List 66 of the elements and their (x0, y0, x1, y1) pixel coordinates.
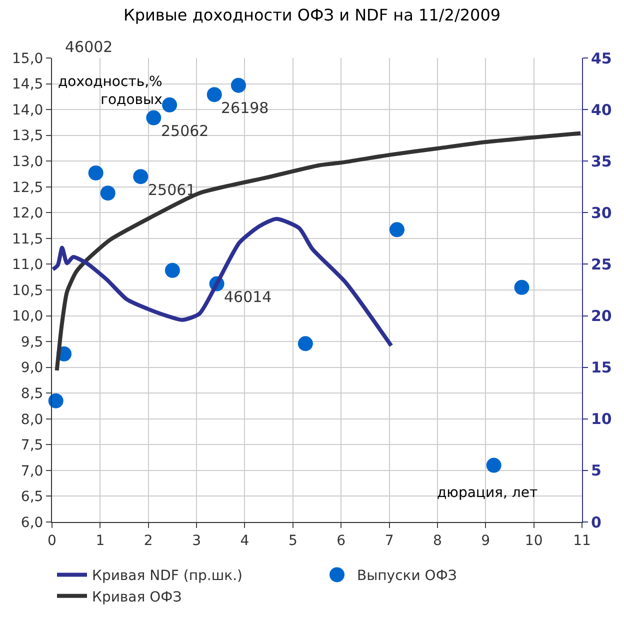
y2-tick-label: 25 (591, 255, 612, 274)
y2-tick-label: 40 (591, 100, 612, 119)
y-tick-label: 6,0 (20, 514, 44, 531)
point (164, 262, 180, 278)
y2-tick-label: 15 (591, 358, 612, 377)
y2-tick-label: 10 (591, 410, 612, 428)
y-tick-label: 9,0 (20, 360, 44, 376)
point (298, 336, 313, 352)
chart-title: Кривые доходности ОФЗ и NDF на 11/2/2009 (123, 6, 501, 25)
point (88, 165, 104, 180)
legend-label: Кривая NDF (пр.шк.) (92, 568, 243, 584)
x-axis-title: дюрация, лет (437, 485, 538, 501)
point (48, 393, 64, 408)
y2-tick-label: 20 (591, 307, 612, 326)
y2-tick-label: 45 (591, 49, 612, 68)
point (230, 78, 246, 93)
point (146, 110, 162, 126)
y2-tick-label: 0 (591, 513, 602, 532)
point (486, 458, 502, 473)
y-tick-label: 11,5 (12, 231, 44, 248)
y-tick-label: 10,5 (12, 282, 44, 299)
text: 46002 (65, 38, 113, 56)
legend-label: Кривая ОФЗ (92, 589, 182, 606)
point (206, 87, 222, 102)
annotation: 26198 (221, 99, 269, 117)
x-tick-label: 5 (288, 532, 298, 549)
annotation: 46014 (224, 288, 272, 306)
x-tick-label: 3 (192, 532, 202, 549)
x-tick-label: 6 (336, 532, 346, 549)
y-tick-label: 12,0 (12, 206, 44, 222)
y-tick-label: 8,0 (20, 412, 44, 428)
y-tick-label: 6,5 (20, 489, 44, 506)
x-tick-label: 0 (48, 532, 56, 549)
y-tick-label: 7,0 (20, 463, 44, 480)
y-tick-label: 9,5 (20, 334, 44, 350)
point (133, 169, 148, 184)
x-tick-label: 4 (240, 532, 250, 549)
x-tick-label: 2 (144, 532, 153, 549)
point (514, 280, 530, 295)
y-tick-label: 11,0 (12, 257, 44, 274)
x-tick-label: 11 (573, 532, 591, 549)
y-tick-label: 15,0 (12, 50, 44, 67)
x-tick-label: 1 (96, 532, 105, 549)
y-tick-label: 14,0 (12, 102, 44, 118)
y-tick-label: 12,5 (12, 180, 44, 196)
point (100, 186, 116, 201)
x-tick-label: 10 (524, 532, 543, 549)
y2-tick-label: 35 (591, 152, 612, 170)
y2-tick-label: 30 (591, 204, 612, 222)
point (162, 97, 178, 112)
annotation: 25062 (161, 122, 209, 140)
x-tick-label: 9 (481, 532, 490, 549)
line-series (52, 216, 394, 348)
annotation: 25061 (148, 181, 196, 199)
x-tick-label: 7 (384, 532, 394, 549)
legend-label: Выпуски ОФЗ (357, 568, 457, 584)
y2-tick-label: 5 (591, 462, 602, 480)
y-tick-label: 7,5 (20, 438, 44, 454)
point (389, 222, 404, 238)
y-tick-label: 10,0 (12, 308, 44, 325)
y-axis-title: доходность,% годовых (58, 74, 162, 108)
y-tick-label: 14,5 (12, 76, 44, 93)
x-tick-label: 8 (432, 532, 442, 549)
y-tick-label: 13,0 (12, 154, 44, 170)
y-tick-label: 8,5 (20, 386, 44, 402)
y-tick-label: 13,5 (12, 128, 44, 144)
